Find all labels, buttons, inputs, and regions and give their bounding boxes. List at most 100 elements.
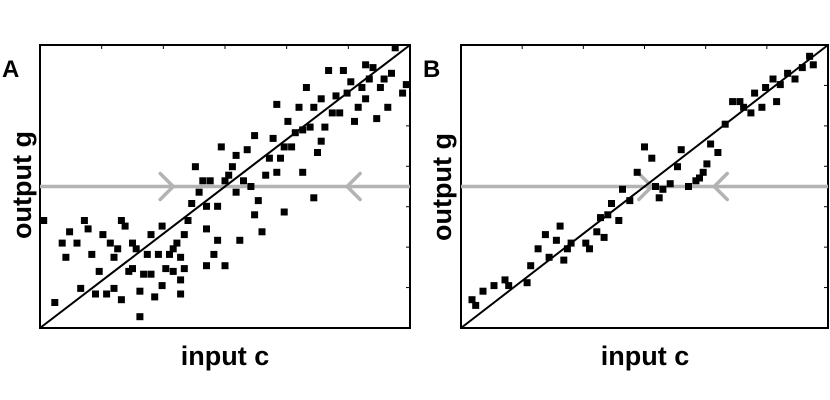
panel-b-data-point bbox=[721, 120, 729, 128]
panel-b-plot bbox=[460, 44, 829, 329]
panel-a-data-point bbox=[369, 64, 377, 72]
panel-a-data-point bbox=[232, 188, 240, 196]
panel-a-data-point bbox=[158, 222, 166, 230]
panel-b-data-point bbox=[501, 276, 509, 284]
panel-b-data-point bbox=[773, 98, 781, 106]
panel-b-data-point bbox=[479, 287, 487, 295]
panel-b-data-point bbox=[729, 98, 737, 106]
panel-a-data-point bbox=[273, 100, 281, 108]
panel-a-data-point bbox=[92, 290, 99, 298]
panel-b-data-point bbox=[736, 98, 744, 106]
panel-b-data-point bbox=[615, 217, 623, 224]
panel-a-data-point bbox=[180, 265, 188, 273]
panel-a: A input c output g bbox=[2, 44, 411, 371]
panel-b-data-point bbox=[806, 52, 814, 60]
panel-a-data-point bbox=[284, 117, 292, 125]
panel-a-data-point bbox=[310, 103, 318, 111]
panel-a-data-point bbox=[84, 225, 92, 233]
panel-a-data-point bbox=[347, 78, 355, 86]
panel-a-data-point bbox=[129, 265, 136, 273]
panel-a-data-point bbox=[362, 95, 370, 103]
panel-b-data-point bbox=[527, 262, 535, 270]
panel-a-data-point bbox=[206, 177, 214, 185]
panel-b-data-point bbox=[556, 222, 564, 230]
panel-a-data-point bbox=[236, 236, 244, 244]
panel-b-data-point bbox=[751, 89, 759, 97]
panel-a-data-point bbox=[288, 143, 296, 151]
panel-a-data-point bbox=[110, 253, 118, 261]
panel-a-data-point bbox=[269, 134, 277, 142]
panel-a-data-point bbox=[380, 75, 388, 83]
panel-b: B input c output g bbox=[423, 44, 829, 371]
panel-a-data-point bbox=[299, 168, 307, 176]
panel-a-data-point bbox=[321, 123, 329, 131]
panel-b-data-point bbox=[490, 282, 498, 290]
panel-a-data-point bbox=[391, 44, 399, 52]
panel-b-data-point bbox=[586, 245, 593, 253]
panel-b-diagonal-line bbox=[460, 44, 829, 329]
panel-b-y-axis-label: output g bbox=[427, 133, 457, 241]
panel-a-data-point bbox=[306, 123, 314, 131]
panel-a-data-point bbox=[166, 250, 173, 258]
panel-a-data-point bbox=[262, 171, 270, 179]
panel-a-data-point bbox=[117, 217, 125, 224]
panel-b-data-point bbox=[593, 228, 601, 236]
panel-a-data-point bbox=[358, 84, 366, 91]
panel-b-data-point bbox=[597, 214, 604, 222]
panel-b-data-point bbox=[468, 296, 476, 304]
panel-a-data-point bbox=[328, 109, 336, 117]
panel-a-data-point bbox=[280, 143, 288, 151]
panel-a-data-point bbox=[103, 290, 111, 298]
panel-b-threshold-arrow-left bbox=[711, 171, 729, 202]
panel-b-data-point bbox=[659, 185, 667, 193]
panel-a-data-point bbox=[273, 168, 281, 176]
panel-a-data-point bbox=[169, 267, 177, 275]
panel-a-data-point bbox=[203, 202, 210, 210]
panel-a-data-point bbox=[343, 89, 351, 97]
panel-b-data-point bbox=[523, 279, 531, 287]
panel-b-data-point bbox=[685, 183, 692, 190]
panel-a-data-point bbox=[228, 163, 236, 171]
panel-a-data-point bbox=[254, 197, 262, 205]
panel-a-data-point bbox=[291, 129, 299, 137]
panel-a-data-point bbox=[132, 245, 140, 253]
panel-a-data-point bbox=[66, 228, 74, 236]
panel-a-data-point bbox=[88, 250, 96, 258]
panel-b-data-point bbox=[747, 109, 755, 117]
panel-b-data-point bbox=[619, 185, 626, 193]
panel-a-data-point bbox=[199, 177, 207, 185]
panel-a-data-point bbox=[373, 115, 381, 123]
panel-a-data-point bbox=[251, 132, 259, 140]
panel-a-data-point bbox=[336, 109, 344, 117]
panel-a-data-point bbox=[280, 208, 288, 216]
panel-a-data-point bbox=[154, 250, 162, 258]
panel-b-x-axis-label: input c bbox=[601, 341, 690, 371]
panel-a-data-point bbox=[191, 163, 199, 171]
panel-b-data-point bbox=[608, 200, 615, 207]
panel-a-y-axis-label: output g bbox=[7, 131, 37, 239]
panel-a-data-point bbox=[121, 222, 129, 230]
panel-b-data-point bbox=[791, 75, 799, 83]
panel-a-data-point bbox=[351, 117, 358, 125]
panel-a-data-point bbox=[117, 296, 125, 304]
panel-a-data-point bbox=[210, 250, 218, 258]
panel-a-data-point bbox=[173, 239, 181, 247]
panel-a-data-point bbox=[99, 231, 107, 239]
panel-b-data-point bbox=[677, 146, 685, 154]
panel-b-data-point bbox=[798, 64, 806, 72]
panel-b-data-point bbox=[758, 103, 766, 111]
panel-a-data-point bbox=[125, 267, 133, 275]
panel-a-data-point bbox=[240, 177, 247, 185]
panel-a-data-point bbox=[302, 84, 310, 91]
panel-b-data-point bbox=[567, 239, 575, 247]
panel-b-data-point bbox=[784, 69, 792, 77]
panel-b-data-point bbox=[696, 174, 703, 182]
panel-b-data-point bbox=[600, 233, 608, 241]
panel-a-data-point bbox=[203, 262, 210, 270]
panel-a-data-point bbox=[362, 61, 370, 69]
panel-b-data-point bbox=[674, 163, 681, 171]
panel-b-data-point bbox=[582, 239, 590, 247]
panel-a-data-point bbox=[77, 284, 85, 292]
panel-b-data-point bbox=[762, 84, 770, 91]
panel-a-data-point bbox=[295, 103, 303, 111]
